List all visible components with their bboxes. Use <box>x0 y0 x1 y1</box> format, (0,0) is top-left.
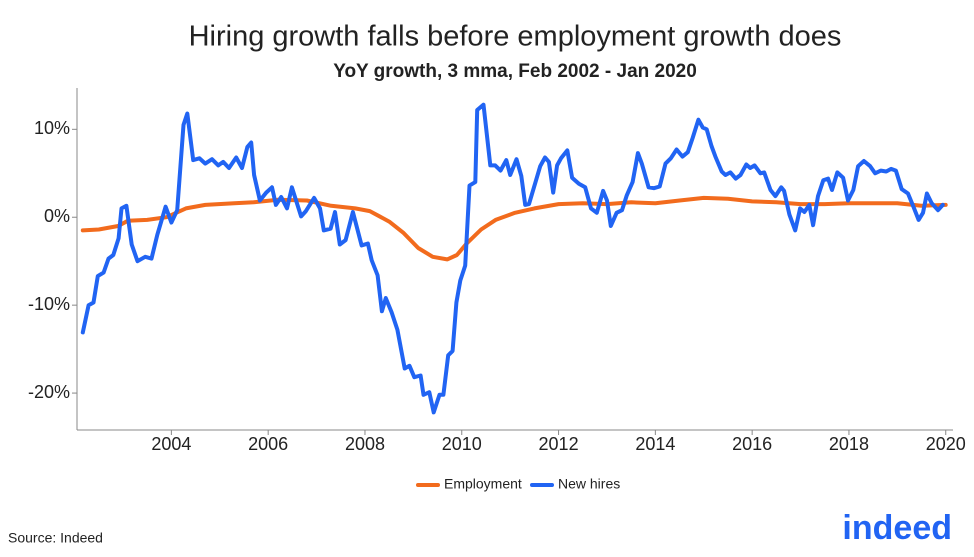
x-tick-label: 2006 <box>248 434 288 454</box>
x-tick-label: 2010 <box>442 434 482 454</box>
y-tick-label: -20% <box>28 382 70 402</box>
y-tick-label: 10% <box>34 118 70 138</box>
x-tick-label: 2008 <box>345 434 385 454</box>
y-tick-label: -10% <box>28 294 70 314</box>
x-tick-label: 2020 <box>926 434 966 454</box>
chart-subtitle: YoY growth, 3 mma, Feb 2002 - Jan 2020 <box>333 61 697 82</box>
legend-label: New hires <box>558 476 620 492</box>
source-note: Source: Indeed <box>8 530 103 546</box>
y-tick-label: 0% <box>44 206 70 226</box>
x-tick-label: 2018 <box>829 434 869 454</box>
legend-label: Employment <box>444 476 522 492</box>
logo: indeed <box>842 509 952 547</box>
x-tick-label: 2014 <box>635 434 675 454</box>
chart-title: Hiring growth falls before employment gr… <box>189 21 842 53</box>
x-tick-label: 2004 <box>151 434 191 454</box>
x-tick-label: 2012 <box>539 434 579 454</box>
x-tick-label: 2016 <box>732 434 772 454</box>
series-line <box>80 102 945 415</box>
